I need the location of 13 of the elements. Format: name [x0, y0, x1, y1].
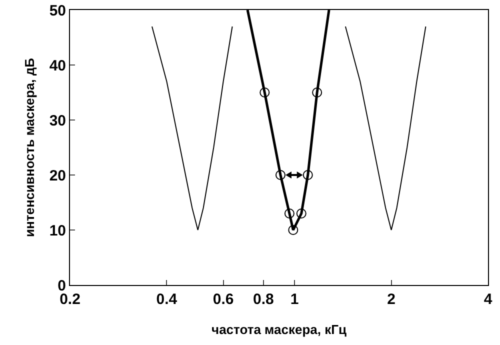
x-tick-label: 0.4	[156, 291, 178, 308]
x-tick-label: 4	[484, 291, 493, 308]
y-axis-title: интенсивность маскера, дБ	[22, 58, 37, 237]
y-tick-label: 10	[49, 222, 66, 240]
x-tick-label: 1	[290, 291, 299, 308]
x-tick-label: 0.8	[253, 291, 274, 308]
x-tick-label: 2	[387, 291, 396, 308]
y-tick-label: 30	[49, 112, 66, 130]
y-tick-label: 40	[49, 57, 66, 74]
x-axis-title: частота маскера, кГц	[212, 322, 346, 337]
y-tick-label: 50	[49, 2, 66, 20]
y-tick-label: 20	[49, 167, 66, 184]
x-tick-label: 0.6	[212, 291, 234, 308]
